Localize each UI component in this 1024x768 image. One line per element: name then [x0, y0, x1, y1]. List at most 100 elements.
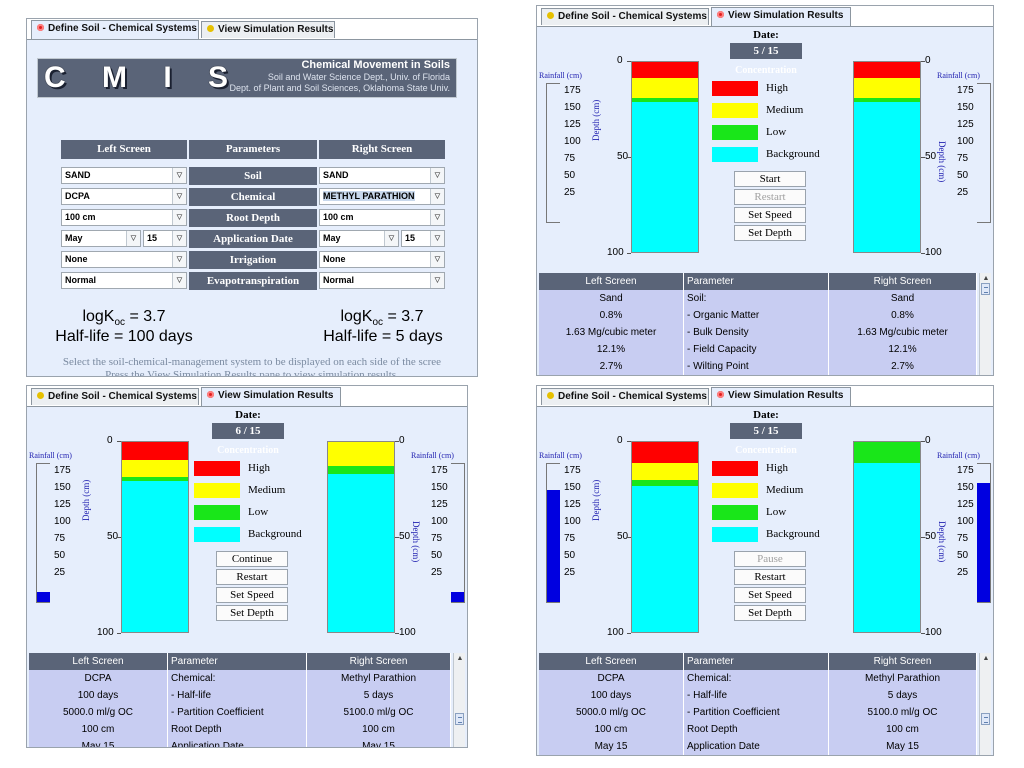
left-evapotranspiration-dropdown-icon[interactable]: ▽	[172, 273, 186, 288]
right-rain-tick: 75	[431, 533, 443, 544]
tab-results[interactable]: View Simulation Results	[201, 21, 335, 38]
right-irrigation-select[interactable]: None ▽	[319, 251, 445, 268]
tab-results[interactable]: View Simulation Results	[201, 387, 341, 406]
table-scrollbar[interactable]: ▲	[979, 653, 991, 755]
right-chemical-dropdown-icon[interactable]: ▽	[430, 189, 444, 204]
table-row: 5000.0 ml/g OC - Partition Coefficient 510…	[29, 704, 453, 721]
set-speed-button[interactable]: Set Speed	[734, 587, 806, 603]
table-header-cell: Parameter	[168, 653, 307, 670]
left-depth-label: Depth (cm)	[591, 479, 601, 521]
legend-background-label: Background	[766, 528, 820, 540]
param-label-chemical: Chemical	[189, 188, 317, 206]
right-depth-tick-mark	[921, 253, 925, 254]
right-month-select[interactable]: May ▽	[319, 230, 399, 247]
set-speed-button[interactable]: Set Speed	[734, 207, 806, 223]
primary-button[interactable]: Pause	[734, 551, 806, 567]
left-chemical-select[interactable]: DCPA ▽	[61, 188, 187, 205]
scroll-up-arrow-icon[interactable]: ▲	[982, 275, 990, 282]
right-evapotranspiration-select[interactable]: Normal ▽	[319, 272, 445, 289]
tab-results-label: View Simulation Results	[218, 24, 334, 35]
right-soil-select[interactable]: SAND ▽	[319, 167, 445, 184]
scroll-up-arrow-icon[interactable]: ▲	[982, 655, 990, 662]
right-soil-dropdown-icon[interactable]: ▽	[430, 168, 444, 183]
right-evapotranspiration-dropdown-icon[interactable]: ▽	[430, 273, 444, 288]
table-row: 0.8% - Organic Matter 0.8%	[539, 307, 979, 324]
left-day-dropdown-icon[interactable]: ▽	[172, 231, 186, 246]
table-cell: 100 days	[29, 687, 168, 704]
right-month-dropdown-icon[interactable]: ▽	[384, 231, 398, 246]
left-soil-dropdown-icon[interactable]: ▽	[172, 168, 186, 183]
right-root-depth-select[interactable]: 100 cm ▽	[319, 209, 445, 226]
tab-define[interactable]: Define Soil - Chemical Systems	[541, 388, 709, 405]
right-rain-tick: 100	[957, 136, 974, 147]
tab-results[interactable]: View Simulation Results	[711, 387, 851, 406]
tab-define[interactable]: Define Soil - Chemical Systems	[31, 20, 199, 39]
right-depth-tick-mark	[921, 441, 925, 442]
left-rain-gauge	[546, 463, 560, 603]
left-rain-tick: 50	[564, 170, 576, 181]
table-scrollbar[interactable]: ▲	[979, 273, 991, 375]
scroll-thumb[interactable]	[455, 713, 464, 725]
table-cell: 1.63 Mg/cubic meter	[539, 324, 684, 341]
left-chemical-dropdown-icon[interactable]: ▽	[172, 189, 186, 204]
tab-results[interactable]: View Simulation Results	[711, 7, 851, 26]
left-depth-tick: 100	[97, 627, 114, 638]
scroll-thumb[interactable]	[981, 713, 990, 725]
right-root-depth-dropdown-icon[interactable]: ▽	[430, 210, 444, 225]
set-depth-button[interactable]: Set Depth	[734, 605, 806, 621]
left-irrigation-dropdown-icon[interactable]: ▽	[172, 252, 186, 267]
primary-button[interactable]: Start	[734, 171, 806, 187]
table-cell: 100 cm	[539, 721, 684, 738]
active-tab-icon	[37, 23, 44, 31]
legend-low-swatch	[712, 125, 758, 140]
restart-button[interactable]: Restart	[734, 189, 806, 205]
legend-high-swatch	[712, 461, 758, 476]
restart-button[interactable]: Restart	[216, 569, 288, 585]
rainfall-label-right: Rainfall (cm)	[937, 451, 980, 460]
left-rain-fill	[547, 490, 560, 602]
right-chemical-select[interactable]: METHYL PARATHION ▽	[319, 188, 445, 205]
left-evapotranspiration-select[interactable]: Normal ▽	[61, 272, 187, 289]
left-month-dropdown-icon[interactable]: ▽	[126, 231, 140, 246]
legend-high-label: High	[766, 462, 788, 474]
right-logkoc: logKoc = 3.7	[340, 308, 424, 329]
table-cell: May 15	[29, 738, 168, 747]
left-rain-tick: 125	[54, 499, 71, 510]
left-root-depth-dropdown-icon[interactable]: ▽	[172, 210, 186, 225]
legend-high-swatch	[712, 81, 758, 96]
right-irrigation-dropdown-icon[interactable]: ▽	[430, 252, 444, 267]
set-speed-button[interactable]: Set Speed	[216, 587, 288, 603]
table-scrollbar[interactable]: ▲	[453, 653, 465, 747]
table-header-row: Left Screen Parameter Right Screen	[539, 653, 979, 670]
tab-define[interactable]: Define Soil - Chemical Systems	[541, 8, 709, 25]
table-cell: None	[539, 755, 684, 756]
restart-button[interactable]: Restart	[734, 569, 806, 585]
right-depth-tick-mark	[395, 537, 399, 538]
set-depth-button[interactable]: Set Depth	[734, 225, 806, 241]
table-cell: 1.63 Mg/cubic meter	[829, 324, 977, 341]
tab-define[interactable]: Define Soil - Chemical Systems	[31, 388, 199, 405]
active-tab-icon	[717, 390, 724, 398]
right-day-dropdown-icon[interactable]: ▽	[430, 231, 444, 246]
set-depth-button[interactable]: Set Depth	[216, 605, 288, 621]
left-month-select[interactable]: May ▽	[61, 230, 141, 247]
left-soil-select[interactable]: SAND ▽	[61, 167, 187, 184]
left-root-depth-select[interactable]: 100 cm ▽	[61, 209, 187, 226]
left-depth-tick: 50	[617, 151, 629, 162]
left-rain-tick: 100	[54, 516, 71, 527]
right-day-select[interactable]: 15 ▽	[401, 230, 445, 247]
left-irrigation-select[interactable]: None ▽	[61, 251, 187, 268]
concentration-label: Concentration	[735, 445, 797, 456]
table-row: NoneIrrigationNone	[539, 755, 979, 756]
scroll-up-arrow-icon[interactable]: ▲	[456, 655, 464, 662]
right-evapotranspiration-value: Normal	[323, 275, 355, 285]
left-day-select[interactable]: 15 ▽	[143, 230, 187, 247]
scroll-thumb[interactable]	[981, 283, 990, 295]
tab-define-label: Define Soil - Chemical Systems	[48, 391, 197, 402]
instruction-line-2: Press the View Simulation Results pane t…	[105, 369, 399, 377]
right-rain-tick: 175	[957, 465, 974, 476]
primary-button[interactable]: Continue	[216, 551, 288, 567]
table-cell: Chemical:	[684, 375, 829, 376]
table-row: 5000.0 ml/g OC - Partition Coefficient 510…	[539, 704, 979, 721]
